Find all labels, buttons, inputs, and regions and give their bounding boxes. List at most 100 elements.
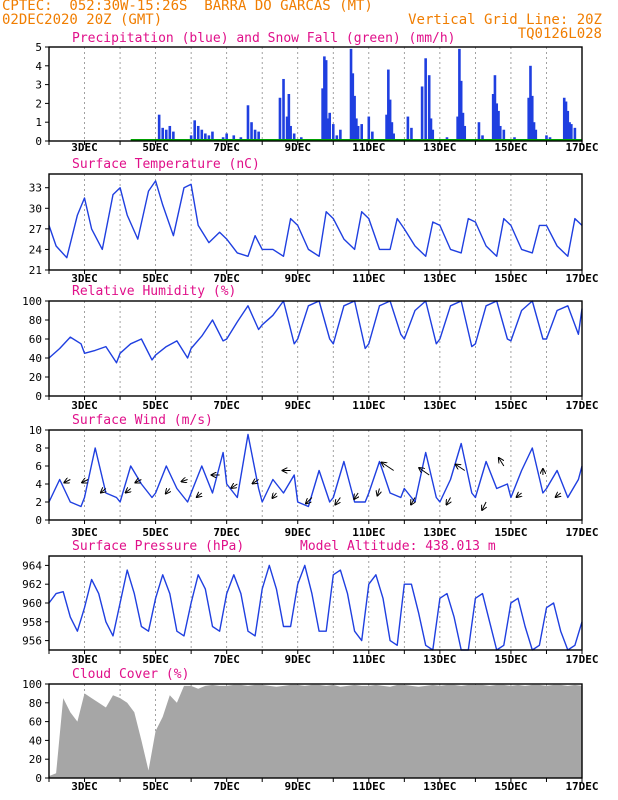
precip-bar bbox=[529, 65, 532, 141]
pressure-line bbox=[48, 564, 583, 651]
precip-bar bbox=[200, 129, 204, 141]
wind-direction-arrow bbox=[411, 497, 415, 505]
precip-bar bbox=[429, 118, 433, 141]
precip-bar bbox=[360, 124, 363, 141]
cloud-xtick-label: 7DEC bbox=[213, 780, 240, 793]
precip-bar bbox=[371, 131, 374, 141]
wind-ytick-label: 8 bbox=[35, 442, 42, 455]
wind-xtick-label: 15DEC bbox=[494, 526, 527, 539]
temperature-ytick-label: 33 bbox=[29, 182, 42, 195]
precip-bar bbox=[502, 129, 506, 141]
precip-bar bbox=[331, 124, 335, 141]
wind-direction-arrow bbox=[64, 480, 71, 483]
pressure-ytick-label: 958 bbox=[22, 616, 42, 629]
precip-bar bbox=[164, 129, 168, 141]
pressure-ytick-label: 960 bbox=[22, 597, 42, 610]
wind-xtick-label: 13DEC bbox=[423, 526, 456, 539]
temperature-ytick-label: 30 bbox=[29, 202, 42, 215]
precip-bar bbox=[196, 125, 200, 141]
humidity-xtick-label: 13DEC bbox=[423, 399, 456, 412]
precip-bar bbox=[493, 75, 497, 141]
precip-bar bbox=[530, 95, 534, 141]
pressure-frame bbox=[48, 555, 583, 651]
cloud-xtick-label: 11DEC bbox=[352, 780, 385, 793]
wind-direction-arrow bbox=[82, 480, 89, 483]
precip-bar bbox=[321, 88, 324, 141]
precipitation-xtick-label: 17DEC bbox=[565, 141, 598, 154]
wind-ytick-label: 6 bbox=[35, 460, 42, 473]
wind-xtick-label: 11DEC bbox=[352, 526, 385, 539]
pressure-xtick-label: 7DEC bbox=[213, 653, 240, 666]
wind-frame bbox=[48, 429, 583, 521]
cloud-cover-area bbox=[49, 684, 582, 778]
temperature-frame bbox=[48, 173, 583, 271]
cloud-ytick-label: 80 bbox=[29, 697, 42, 710]
humidity-line bbox=[48, 300, 583, 364]
precip-bar bbox=[459, 80, 463, 141]
pressure-ytick-label: 962 bbox=[22, 578, 42, 591]
temperature-xtick-label: 9DEC bbox=[284, 272, 311, 285]
precip-bar bbox=[431, 129, 435, 141]
temperature-ytick-label: 27 bbox=[29, 223, 42, 236]
precip-bar bbox=[367, 116, 371, 141]
cloud-frame bbox=[48, 683, 583, 779]
precip-bar bbox=[282, 78, 285, 141]
cloud-xtick-label: 13DEC bbox=[423, 780, 456, 793]
temperature-title: Surface Temperature (nC) bbox=[72, 157, 260, 172]
precip-bar bbox=[491, 94, 495, 141]
precip-bar bbox=[253, 129, 257, 141]
pressure-xtick-label: 9DEC bbox=[284, 653, 311, 666]
header-line1: CPTEC: 052:30W-15:26S BARRA DO GARCAS (M… bbox=[2, 0, 373, 14]
precip-bar bbox=[289, 125, 292, 141]
precip-bar bbox=[232, 135, 236, 141]
wind-direction-arrow bbox=[135, 480, 142, 483]
header-datetime: 02DEC2020 20Z (GMT) bbox=[2, 12, 163, 28]
cloud-xtick-label: 15DEC bbox=[494, 780, 527, 793]
precip-bar bbox=[388, 99, 392, 141]
humidity-ytick-label: 60 bbox=[29, 333, 42, 346]
temperature-line bbox=[48, 180, 583, 259]
wind-xtick-label: 17DEC bbox=[565, 526, 598, 539]
precip-bar bbox=[498, 125, 502, 141]
humidity-ytick-label: 0 bbox=[35, 390, 42, 403]
wind-direction-arrow bbox=[377, 488, 379, 496]
humidity-xtick-label: 3DEC bbox=[71, 399, 98, 412]
cloud-xtick-label: 3DEC bbox=[71, 780, 98, 793]
precip-bar bbox=[355, 118, 358, 141]
cloud-ytick-label: 40 bbox=[29, 734, 42, 747]
wind-direction-arrow bbox=[101, 489, 106, 493]
cloud-ytick-label: 0 bbox=[35, 772, 42, 785]
humidity-title: Relative Humidity (%) bbox=[72, 284, 236, 299]
precip-bar bbox=[534, 129, 538, 141]
wind-xtick-label: 5DEC bbox=[142, 526, 169, 539]
precip-bar bbox=[406, 116, 410, 141]
precip-bar bbox=[204, 133, 207, 141]
precip-bar bbox=[527, 97, 530, 141]
wind-direction-arrow bbox=[482, 501, 486, 510]
wind-direction-arrow bbox=[556, 493, 561, 497]
wind-direction-arrow bbox=[517, 493, 522, 497]
precip-bar bbox=[497, 110, 500, 141]
precipitation-xtick-label: 15DEC bbox=[494, 141, 527, 154]
precip-bar bbox=[420, 86, 424, 141]
wind-ytick-label: 4 bbox=[35, 478, 42, 491]
wind-direction-arrow bbox=[253, 480, 259, 484]
cloud-ytick-label: 20 bbox=[29, 753, 42, 766]
header-model-id: TQ0126L028 bbox=[517, 26, 602, 42]
wind-ytick-label: 0 bbox=[35, 514, 42, 527]
temperature-xtick-label: 5DEC bbox=[142, 272, 169, 285]
precipitation-title: Precipitation (blue) and Snow Fall (gree… bbox=[72, 31, 456, 46]
precipitation-xtick-label: 11DEC bbox=[352, 141, 385, 154]
temperature-xtick-label: 7DEC bbox=[213, 272, 240, 285]
precip-bar bbox=[564, 101, 568, 141]
precipitation-xtick-label: 13DEC bbox=[423, 141, 456, 154]
temperature-ytick-label: 24 bbox=[29, 243, 43, 256]
precip-bar bbox=[246, 105, 250, 141]
wind-direction-arrow bbox=[447, 497, 451, 505]
precipitation-xtick-label: 7DEC bbox=[213, 141, 240, 154]
precipitation-ytick-label: 2 bbox=[35, 97, 42, 110]
wind-line bbox=[48, 433, 583, 508]
precip-bar bbox=[545, 135, 548, 141]
precip-bar bbox=[287, 94, 291, 141]
humidity-ytick-label: 40 bbox=[29, 352, 42, 365]
